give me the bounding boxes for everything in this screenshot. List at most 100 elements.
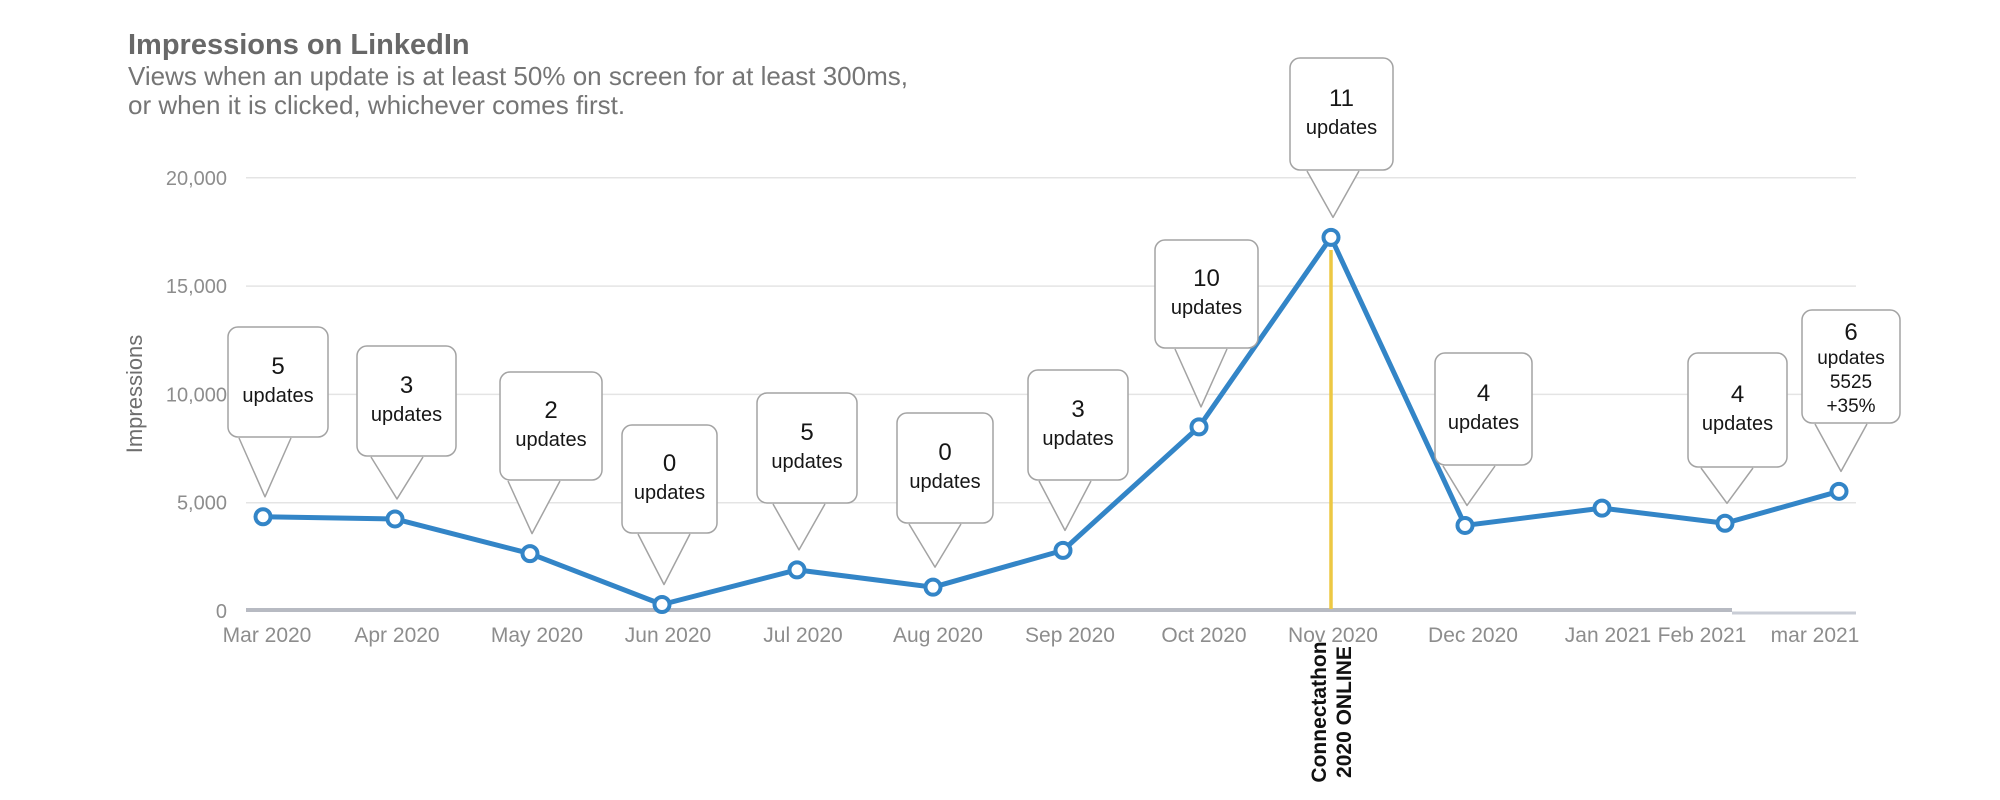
chart-subtitle-line2: or when it is clicked, whichever comes f…	[128, 90, 626, 120]
callout-text-apr-2020-1: updates	[371, 404, 442, 426]
callout-pointer-mar-2020	[238, 437, 292, 498]
annotation-label-line1: Connectathon	[1308, 641, 1331, 783]
callout-pointer-apr-2020	[370, 456, 424, 500]
callout-pointer-may-2020	[507, 480, 561, 535]
x-tick-label-dec-2020: Dec 2020	[1428, 624, 1518, 647]
chart-header: Impressions on LinkedIn Views when an up…	[128, 28, 908, 120]
callout-box-mar-2021	[1801, 309, 1901, 424]
annotation-label: Connectathon 2020 ONLINE	[1307, 632, 1357, 792]
data-point-jun-2020[interactable]	[652, 595, 672, 615]
callout-may-2020: 2 updates	[499, 371, 603, 535]
callout-text-mar-2021-1: updates	[1817, 348, 1885, 369]
data-point-aug-2020[interactable]	[923, 577, 943, 597]
callout-box-apr-2020	[356, 345, 457, 457]
callout-box-mar-2020	[227, 326, 329, 438]
x-tick-label-may-2020: May 2020	[491, 624, 583, 647]
data-point-feb-2021[interactable]	[1715, 513, 1735, 533]
callout-text-jun-2020-1: updates	[634, 482, 705, 504]
callout-text-jul-2020-1: updates	[771, 451, 842, 473]
data-point-dec-2020[interactable]	[1455, 515, 1475, 535]
data-point-mar-2020[interactable]	[253, 507, 273, 527]
callout-box-dec-2020	[1434, 352, 1533, 466]
x-tick-label-apr-2020: Apr 2020	[354, 624, 439, 647]
callout-pointer-dec-2020	[1442, 465, 1496, 507]
callout-text-may-2020-1: updates	[515, 429, 586, 451]
callout-apr-2020: 3 updates	[356, 345, 457, 500]
y-tick-label-0: 0	[216, 601, 227, 623]
callout-text-mar-2021-0: 6	[1844, 319, 1857, 346]
callout-box-sep-2020	[1027, 369, 1129, 481]
callout-aug-2020: 0 updates	[896, 412, 994, 568]
callout-pointer-feb-2021	[1700, 467, 1754, 505]
callout-pointer-sep-2020	[1038, 480, 1092, 532]
callout-box-nov-2020	[1289, 57, 1394, 171]
x-tick-label-jun-2020: Jun 2020	[625, 624, 711, 647]
callout-text-feb-2021-1: updates	[1702, 413, 1773, 435]
data-point-apr-2020[interactable]	[385, 509, 405, 529]
callout-pointer-aug-2020	[908, 523, 962, 568]
callout-text-jul-2020-0: 5	[800, 419, 813, 446]
callout-nov-2020: 11 updates	[1289, 57, 1394, 219]
callout-text-aug-2020-0: 0	[938, 439, 951, 466]
data-point-jan-2021[interactable]	[1592, 498, 1612, 518]
callout-text-aug-2020-1: updates	[909, 471, 980, 493]
callout-text-jun-2020-0: 0	[663, 450, 676, 477]
x-tick-label-nov-2020: Nov 2020	[1288, 624, 1378, 647]
annotation-label-line2: 2020 ONLINE	[1333, 646, 1356, 778]
x-tick-label-oct-2020: Oct 2020	[1161, 624, 1246, 647]
callout-text-mar-2020-0: 5	[271, 353, 284, 380]
y-tick-label-10000: 10,000	[166, 384, 227, 406]
x-tick-label-mar-2021: mar 2021	[1771, 624, 1860, 647]
callout-text-nov-2020-0: 11	[1329, 85, 1354, 112]
callout-box-oct-2020	[1154, 239, 1259, 349]
data-point-may-2020[interactable]	[520, 544, 540, 564]
x-tick-label-jan-2021: Jan 2021	[1565, 624, 1651, 647]
callout-text-oct-2020-1: updates	[1171, 297, 1242, 319]
chart-title: Impressions on LinkedIn	[128, 29, 470, 61]
callout-jul-2020: 5 updates	[756, 392, 858, 551]
callout-box-jun-2020	[621, 424, 718, 534]
callout-text-feb-2021-0: 4	[1731, 381, 1744, 408]
callout-text-dec-2020-1: updates	[1448, 412, 1519, 434]
callout-pointer-jun-2020	[637, 533, 691, 586]
x-tick-label-mar-2020: Mar 2020	[223, 624, 312, 647]
chart-subtitle-line1: Views when an update is at least 50% on …	[128, 61, 908, 91]
y-tick-label-20000: 20,000	[166, 168, 227, 190]
callout-text-nov-2020-1: updates	[1306, 117, 1377, 139]
callout-text-may-2020-0: 2	[544, 397, 557, 424]
data-point-mar-2021[interactable]	[1829, 481, 1849, 501]
callout-oct-2020: 10 updates	[1154, 239, 1259, 408]
callout-text-oct-2020-0: 10	[1193, 265, 1220, 292]
callout-pointer-oct-2020	[1174, 348, 1228, 408]
callout-box-may-2020	[499, 371, 603, 481]
callout-mar-2020: 5 updates	[227, 326, 329, 498]
callout-pointer-nov-2020	[1306, 170, 1360, 219]
callout-feb-2021: 4 updates	[1687, 352, 1788, 505]
callout-text-mar-2021-3: +35%	[1826, 396, 1875, 417]
data-point-jul-2020[interactable]	[787, 560, 807, 580]
callout-text-dec-2020-0: 4	[1477, 380, 1490, 407]
callout-pointer-jul-2020	[772, 503, 826, 551]
callout-jun-2020: 0 updates	[621, 424, 718, 586]
callout-box-feb-2021	[1687, 352, 1788, 468]
x-tick-label-sep-2020: Sep 2020	[1025, 624, 1115, 647]
callout-dec-2020: 4 updates	[1434, 352, 1533, 507]
callout-sep-2020: 3 updates	[1027, 369, 1129, 532]
data-point-nov-2020[interactable]	[1321, 227, 1341, 247]
callout-text-sep-2020-0: 3	[1071, 396, 1084, 423]
callout-text-apr-2020-0: 3	[400, 372, 413, 399]
data-point-oct-2020[interactable]	[1189, 417, 1209, 437]
callout-text-sep-2020-1: updates	[1042, 428, 1113, 450]
callout-text-mar-2020-1: updates	[242, 385, 313, 407]
y-tick-label-15000: 15,000	[166, 276, 227, 298]
callout-text-mar-2021-2: 5525	[1830, 372, 1872, 393]
x-tick-label-aug-2020: Aug 2020	[893, 624, 983, 647]
callout-box-jul-2020	[756, 392, 858, 504]
callout-box-aug-2020	[896, 412, 994, 524]
x-tick-label-feb-2021: Feb 2021	[1658, 624, 1747, 647]
callout-pointer-mar-2021	[1814, 423, 1868, 473]
data-point-sep-2020[interactable]	[1053, 540, 1073, 560]
